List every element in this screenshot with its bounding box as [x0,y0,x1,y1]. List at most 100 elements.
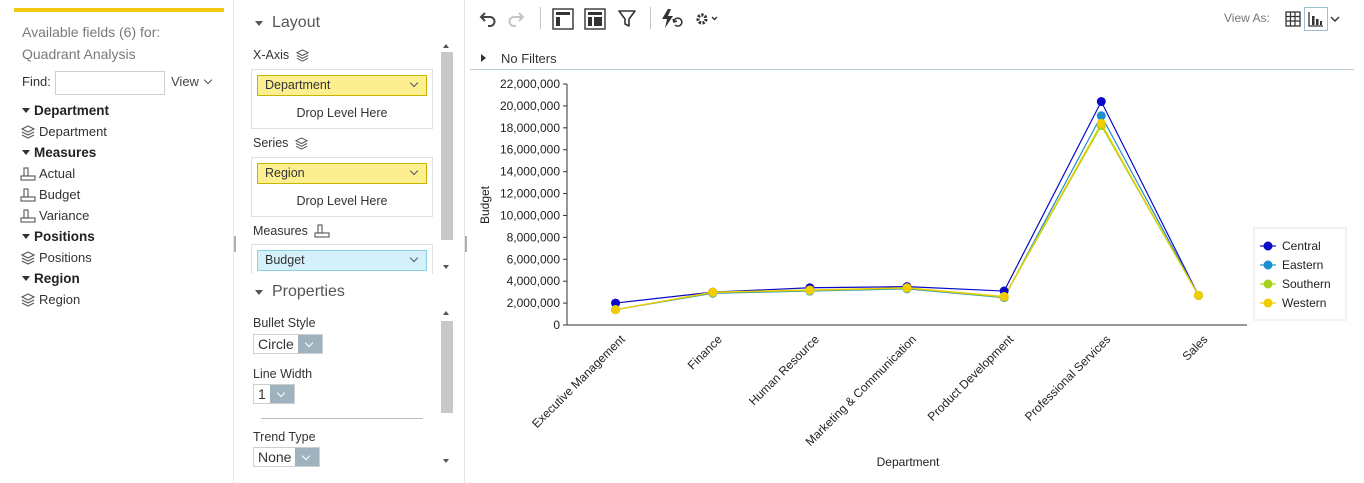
data-point-western[interactable] [999,292,1009,302]
toolbar-separator [650,7,651,29]
data-point-western[interactable] [1096,118,1106,128]
properties-scrollbar[interactable] [440,308,453,468]
chart-view-button[interactable] [1304,7,1328,31]
field-item-label: Actual [39,166,76,181]
field-item-positions[interactable]: Positions [20,247,220,268]
line-width-value: 1 [254,385,270,403]
measures-drop-zone[interactable]: Budget [251,244,433,274]
tree-group-positions[interactable]: Positions [20,226,220,247]
tree-group-label: Measures [34,145,97,160]
series-line-southern [615,124,1199,311]
measures-budget-pill[interactable]: Budget [257,250,427,271]
x-tick-label: Sales [1179,332,1210,363]
caret-down-icon [255,289,263,295]
properties-section-header[interactable]: Properties [253,283,345,301]
scroll-down-icon[interactable] [443,459,449,463]
y-axis-title: Budget [478,185,492,224]
layout-panel: Layout X-Axis Department Drop Level Here… [235,0,465,483]
x-tick-label: Executive Management [529,332,628,431]
field-item-region[interactable]: Region [20,289,220,310]
y-tick-label: 16,000,000 [500,143,560,157]
layout-scrollbar[interactable] [440,40,453,272]
tree-group-department[interactable]: Department [20,100,220,121]
filter-button[interactable] [614,6,640,32]
hierarchy-icon [295,136,309,150]
settings-button[interactable] [692,6,722,32]
legend-item-label[interactable]: Central [1282,239,1321,253]
hierarchy-icon [295,48,310,62]
x-axis-title: Department [877,455,940,469]
tree-group-measures[interactable]: Measures [20,142,220,163]
view-as-dropdown[interactable] [1328,6,1342,32]
tree-group-region[interactable]: Region [20,268,220,289]
chevron-down-icon[interactable] [409,78,419,88]
legend-item-label[interactable]: Western [1282,296,1326,310]
legend-item-label[interactable]: Eastern [1282,258,1323,272]
x-axis-drop-zone[interactable]: Department Drop Level Here [251,69,433,129]
toggle-layout-panel-button[interactable] [550,6,576,32]
data-point-western[interactable] [1193,290,1203,300]
scroll-up-icon[interactable] [443,311,449,315]
expand-filters-icon[interactable] [481,54,486,62]
field-item-budget[interactable]: Budget [20,184,220,205]
scroll-up-icon[interactable] [443,44,449,48]
chevron-down-icon [203,75,213,85]
measure-icon [20,187,36,202]
data-point-central[interactable] [611,298,621,308]
field-item-variance[interactable]: Variance [20,205,220,226]
scroll-down-icon[interactable] [443,265,449,269]
left-splitter-handle[interactable] [234,236,236,252]
data-point-central[interactable] [1096,97,1106,107]
field-item-actual[interactable]: Actual [20,163,220,184]
chevron-down-icon[interactable] [269,385,294,403]
layout-panel-icon [552,8,574,30]
y-tick-label: 22,000,000 [500,77,560,91]
undo-button[interactable] [474,6,500,32]
x-axis-department-pill[interactable]: Department [257,75,427,96]
properties-divider [261,418,423,419]
right-splitter-handle[interactable] [465,236,467,252]
properties-heading: Properties [272,283,345,300]
x-tick-label: Professional Services [1022,332,1113,423]
refresh-button[interactable] [658,6,684,32]
field-item-department[interactable]: Department [20,121,220,142]
data-point-western[interactable] [805,285,815,295]
data-point-western[interactable] [708,287,718,297]
y-tick-label: 8,000,000 [507,230,561,244]
settings-icon [696,13,718,25]
layout-section-header[interactable]: Layout [253,14,320,32]
chevron-down-icon[interactable] [409,166,419,176]
scrollbar-thumb[interactable] [441,321,453,413]
legend-marker [1263,298,1273,308]
redo-button[interactable] [504,6,530,32]
toggle-fields-panel-button[interactable] [582,6,608,32]
series-drop-zone[interactable]: Region Drop Level Here [251,157,433,217]
chevron-down-icon[interactable] [297,335,322,353]
legend-item-label[interactable]: Southern [1282,277,1331,291]
trend-type-select[interactable]: None [253,447,321,467]
line-width-select[interactable]: 1 [253,384,295,404]
scrollbar-thumb[interactable] [441,52,453,240]
bullet-style-select[interactable]: Circle [253,334,323,354]
data-point-eastern[interactable] [1096,111,1106,121]
chevron-down-icon[interactable] [409,253,419,263]
series-label: Series [253,136,309,150]
find-input[interactable] [55,71,165,95]
available-fields-panel: Available fields (6) for: Quadrant Analy… [0,0,234,483]
bullet-style-label: Bullet Style [253,316,316,330]
chevron-down-icon[interactable] [295,448,320,466]
series-region-pill[interactable]: Region [257,163,427,184]
grid-view-button[interactable] [1282,6,1304,32]
data-point-western[interactable] [902,283,912,293]
x-axis-label-text: X-Axis [253,48,290,62]
toolbar-separator [540,7,541,29]
toolbar: View As: [470,0,1364,40]
view-as-label: View As: [1224,11,1270,25]
legend-marker [1263,279,1273,289]
hierarchy-icon [20,250,36,265]
chart-series [611,97,1203,315]
data-point-western[interactable] [611,305,621,315]
view-dropdown[interactable]: View [171,74,213,89]
pill-label: Region [265,166,305,180]
line-chart: 0 2,000,000 4,000,000 6,000,000 8,000,000 10,… [478,77,1347,469]
